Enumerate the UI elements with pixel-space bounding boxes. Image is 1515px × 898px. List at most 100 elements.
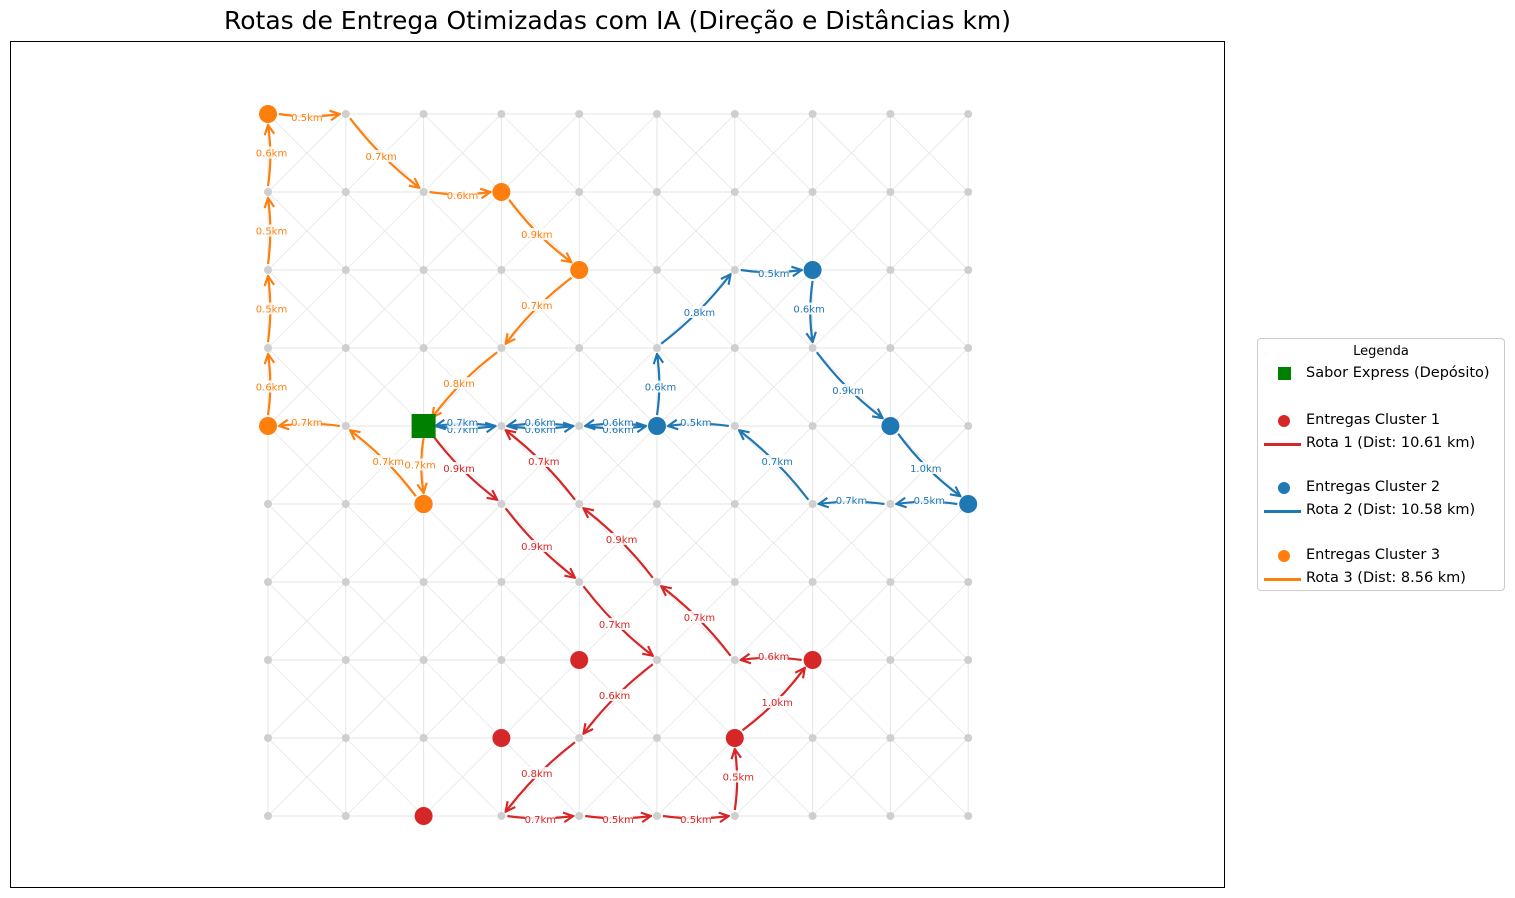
- edge-distance-label: 0.5km: [914, 496, 945, 507]
- grid-node: [341, 422, 350, 430]
- legend: Legenda Sabor Express (Depósito) Entregas…: [1257, 338, 1505, 591]
- edge-label-bg: [645, 380, 676, 393]
- grid-node: [964, 266, 973, 274]
- edge-distance-label: 0.5km: [256, 305, 287, 316]
- delivery-point-cluster1: [725, 729, 744, 747]
- legend-label: Rota 3 (Dist: 8.56 km): [1306, 570, 1466, 586]
- grid-node: [653, 110, 661, 118]
- legend-item: Entregas Cluster 2: [1258, 477, 1504, 499]
- edge-distance-label: 0.6km: [599, 691, 630, 702]
- edge-distance-label: 0.6km: [525, 425, 556, 436]
- grid-edge-diagonal: [812, 503, 891, 583]
- dot-marker-icon: [1264, 481, 1294, 495]
- grid-edge-diagonal: [345, 737, 424, 817]
- delivery-point-cluster2: [648, 417, 666, 435]
- grid-node: [808, 734, 817, 742]
- grid-edge-diagonal: [734, 347, 813, 427]
- grid-edge-diagonal: [345, 503, 424, 583]
- edge-label-bg: [762, 454, 793, 467]
- grid-edge-diagonal: [267, 347, 347, 427]
- grid-edge-diagonal: [812, 191, 891, 271]
- grid-edge-diagonal: [267, 269, 347, 349]
- delivery-point-cluster2: [803, 261, 822, 279]
- edge-label-bg: [758, 649, 789, 662]
- delivery-point-cluster1: [414, 807, 433, 825]
- grid-node: [419, 578, 428, 586]
- legend-item: Rota 2 (Dist: 10.58 km): [1258, 500, 1504, 522]
- grid-edge-diagonal: [656, 191, 736, 271]
- grid-node: [730, 422, 739, 430]
- edge-label-bg: [256, 146, 287, 159]
- route-cluster1: 0.9km 0.9km 0.7km 0.6km 0.8km 0.7km 0.5km 0.5km…: [431, 430, 805, 826]
- grid-edge-diagonal: [734, 113, 813, 193]
- edge-distance-label: 0.7km: [447, 418, 478, 429]
- edge-distance-label: 0.5km: [291, 113, 322, 124]
- edge-label-bg: [521, 540, 552, 553]
- grid-edge-diagonal: [656, 347, 736, 427]
- grid-edge-diagonal: [656, 113, 736, 193]
- edge-distance-label: 0.6km: [645, 383, 676, 394]
- grid-node: [419, 188, 428, 196]
- grid-node: [808, 500, 817, 508]
- line-marker-icon: [1264, 504, 1301, 518]
- grid-node: [730, 656, 739, 664]
- edge-label-bg: [373, 454, 404, 467]
- grid-node: [964, 422, 973, 430]
- delivery-point-cluster3: [259, 417, 277, 435]
- grid-node: [341, 578, 350, 586]
- grid-edge-diagonal: [734, 503, 813, 583]
- grid-node: [497, 110, 506, 118]
- edge-label-bg: [836, 493, 867, 506]
- grid-node: [264, 578, 272, 586]
- grid-node: [886, 266, 895, 274]
- edge-distance-label: 0.9km: [606, 535, 637, 546]
- edge-distance-label: 0.5km: [680, 815, 711, 826]
- grid-node: [808, 578, 817, 586]
- grid-node: [497, 578, 506, 586]
- grid-edge-diagonal: [890, 659, 969, 739]
- edge-distance-label: 0.6km: [793, 305, 824, 316]
- edge-label-bg: [405, 458, 436, 471]
- edge-distance-label: 0.7km: [528, 457, 559, 468]
- grid-node: [575, 344, 584, 352]
- edge-distance-label: 0.7km: [599, 620, 630, 631]
- edge-label-bg: [521, 766, 552, 779]
- line-marker-icon: [1264, 572, 1301, 586]
- grid-node: [264, 344, 272, 352]
- edge-distance-label: 0.7km: [372, 457, 403, 468]
- edge-distance-label: 1.0km: [910, 464, 941, 475]
- edge-label-bg: [291, 111, 322, 124]
- edge-distance-label: 0.5km: [758, 269, 789, 280]
- grid-node: [730, 110, 739, 118]
- grid-node: [497, 500, 506, 508]
- delivery-point-cluster3: [414, 495, 433, 513]
- grid-edge-diagonal: [501, 113, 580, 193]
- edge-distance-label: 0.7km: [684, 613, 715, 624]
- grid-node: [730, 266, 739, 274]
- grid-node: [497, 344, 506, 352]
- grid-edge-diagonal: [890, 581, 969, 661]
- legend-item: Entregas Cluster 1: [1258, 410, 1504, 432]
- delivery-point-cluster3: [570, 261, 589, 279]
- edge-distance-label: 0.6km: [447, 191, 478, 202]
- depot-marker: [411, 414, 436, 438]
- grid-edge-diagonal: [267, 503, 347, 583]
- grid-edge-diagonal: [578, 269, 658, 349]
- edge-distance-label: 0.6km: [758, 652, 789, 663]
- grid-edge-diagonal: [578, 347, 658, 427]
- grid-node: [264, 656, 272, 664]
- grid-node: [341, 812, 350, 820]
- grid-edge-diagonal: [656, 503, 736, 583]
- edge-label-bg: [684, 306, 715, 319]
- legend-item: Entregas Cluster 3: [1258, 545, 1504, 567]
- edge-label-bg: [599, 618, 630, 631]
- grid-edge-diagonal: [345, 191, 424, 271]
- edge-distance-label: 0.7km: [761, 457, 792, 468]
- grid-node: [808, 812, 817, 820]
- grid-node: [964, 110, 973, 118]
- square-marker-icon: [1264, 367, 1294, 381]
- grid-edge-diagonal: [812, 425, 891, 505]
- edge-distance-label: 0.9km: [521, 542, 552, 553]
- grid-node: [808, 188, 817, 196]
- grid-edge-diagonal: [656, 425, 736, 505]
